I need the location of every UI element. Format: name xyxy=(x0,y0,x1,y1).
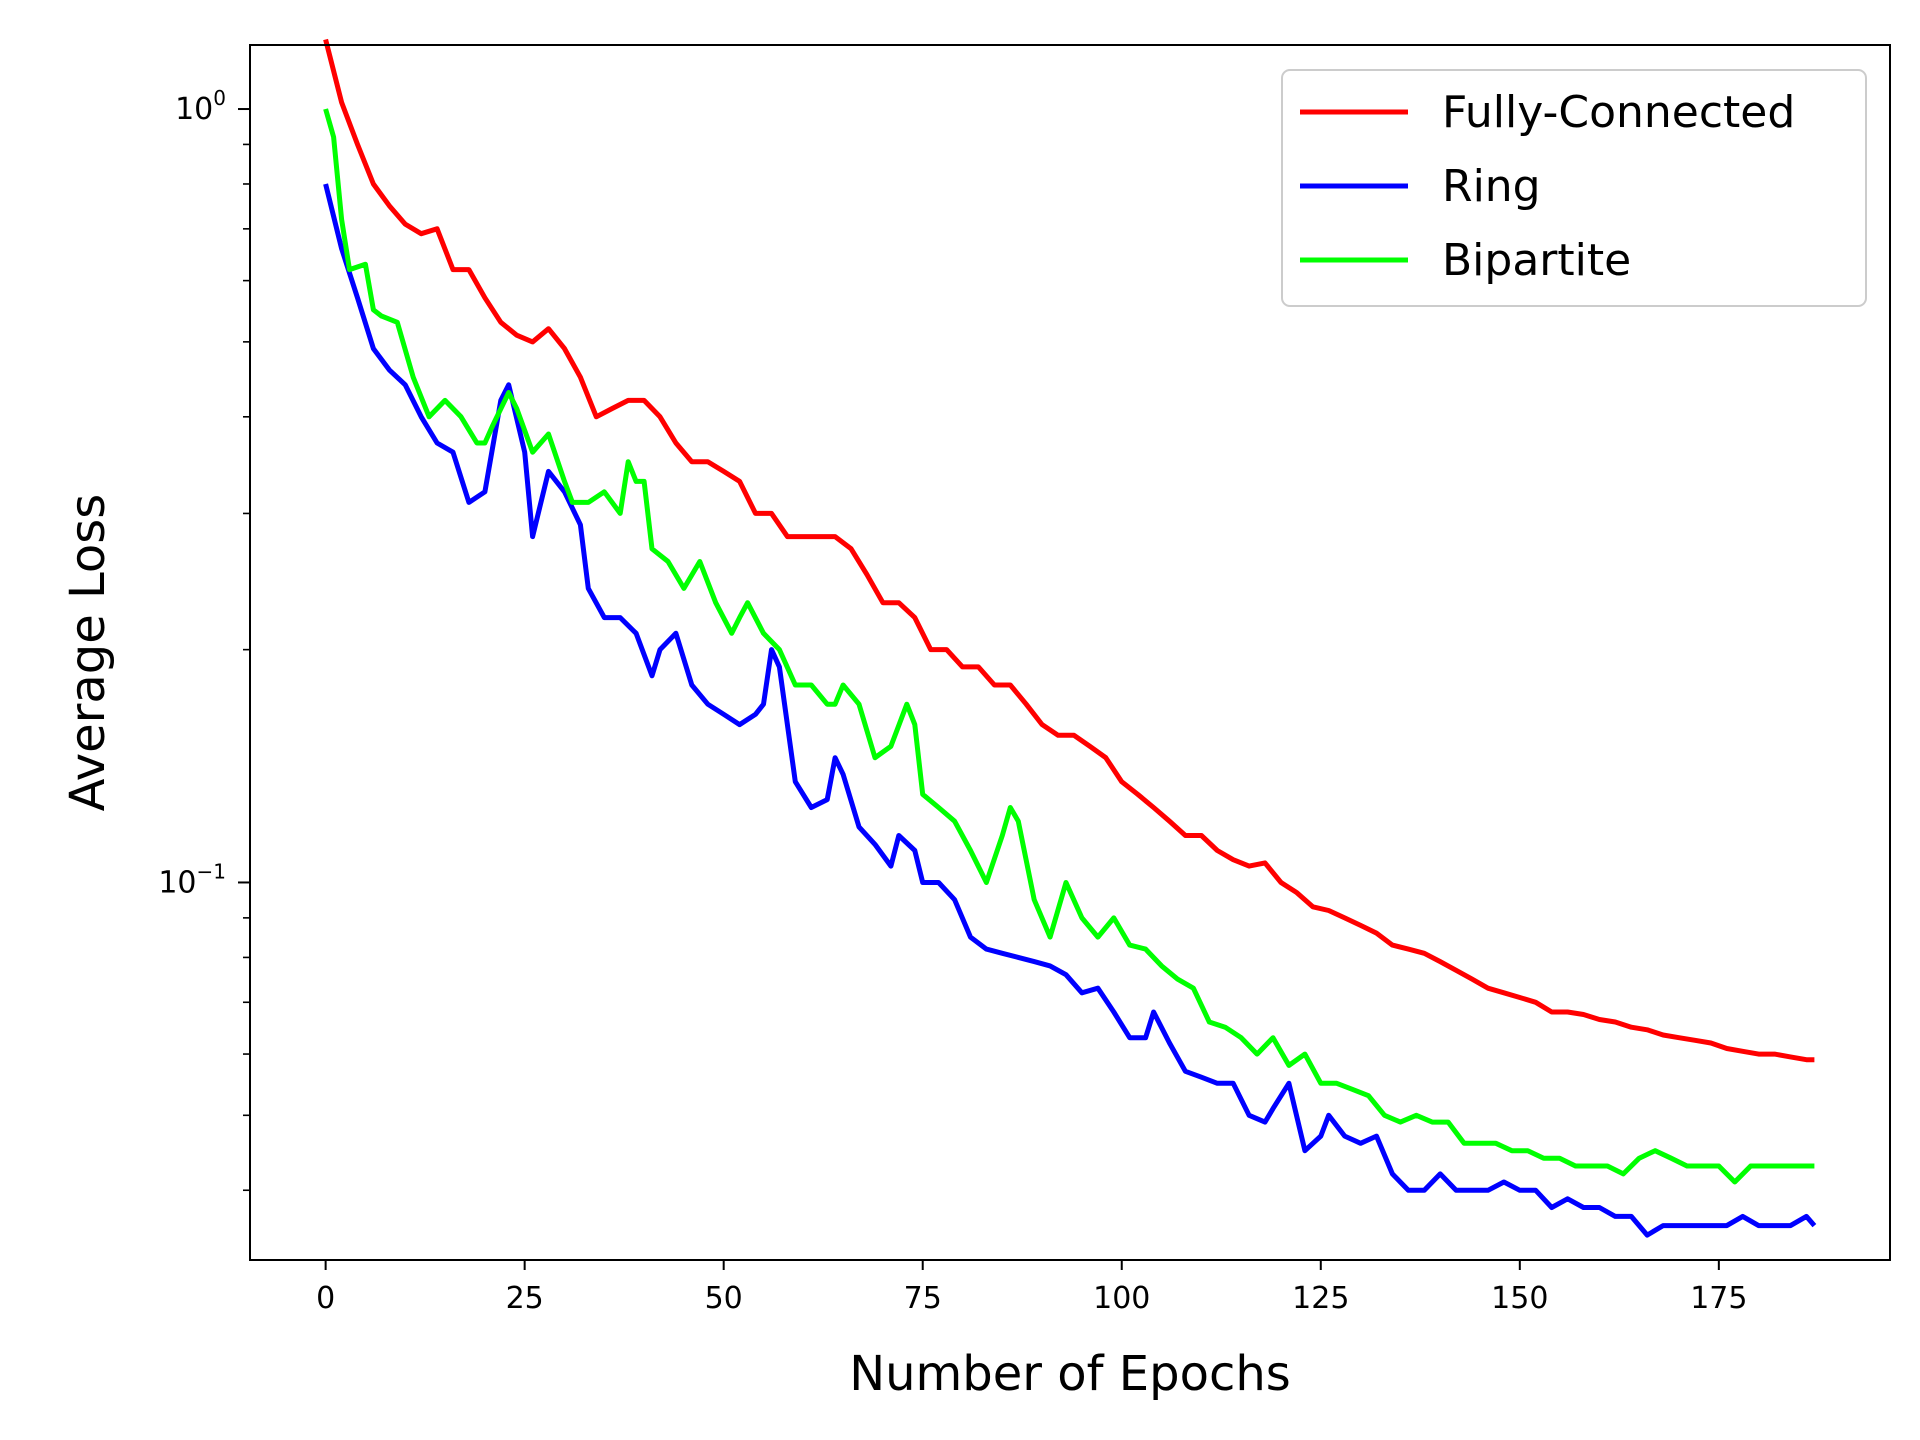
legend-box xyxy=(1281,69,1867,307)
x-tick-label: 25 xyxy=(506,1281,544,1316)
x-tick-label: 150 xyxy=(1491,1281,1548,1316)
y-tick-label-exponent: 0 xyxy=(213,86,226,110)
x-tick-label: 125 xyxy=(1292,1281,1349,1316)
legend-label: Fully-Connected xyxy=(1442,87,1795,138)
y-tick-label-base: 10 xyxy=(158,865,196,900)
series-layer xyxy=(323,38,1817,1238)
y-tick-label-base: 10 xyxy=(175,92,213,127)
legend-label: Bipartite xyxy=(1442,235,1631,286)
y-tick-label-exponent: −1 xyxy=(197,859,226,883)
series-line-ring xyxy=(323,183,1817,1238)
y-tick-label: 10−1 xyxy=(158,859,226,900)
x-tick-label: 50 xyxy=(705,1281,743,1316)
x-axis: 0 25 50 75 100 125 150 175 xyxy=(316,1260,1747,1316)
x-tick-label: 0 xyxy=(316,1281,335,1316)
x-tick-label: 75 xyxy=(904,1281,942,1316)
legend-label: Ring xyxy=(1442,161,1541,212)
plot-frame xyxy=(249,44,1891,1261)
x-tick-label: 175 xyxy=(1690,1281,1747,1316)
y-tick-label: 100 xyxy=(175,86,226,127)
y-axis-label: Average Loss xyxy=(60,494,116,812)
x-tick-label: 100 xyxy=(1093,1281,1150,1316)
series-line-bipartite xyxy=(323,108,1815,1185)
x-axis-label: Number of Epochs xyxy=(849,1346,1291,1402)
series-line-fully-connected xyxy=(323,38,1815,1063)
legend: Fully-Connected Ring Bipartite xyxy=(1281,69,1867,307)
